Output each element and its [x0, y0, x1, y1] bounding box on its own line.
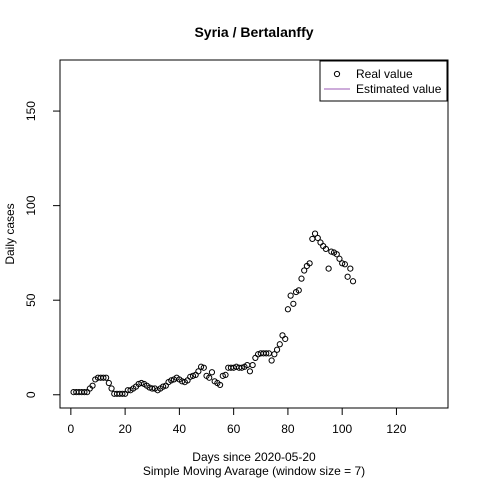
data-point	[105, 379, 112, 387]
data-point	[341, 261, 348, 268]
data-point	[333, 251, 340, 258]
data-point	[119, 390, 126, 397]
data-point	[282, 335, 289, 343]
data-point	[89, 382, 96, 389]
y-tick-label: 0	[24, 391, 38, 398]
data-point	[219, 372, 226, 379]
data-point	[249, 361, 256, 369]
y-axis-label: Daily cases	[3, 203, 17, 264]
legend: Real value Estimated value	[319, 60, 448, 102]
data-point	[168, 377, 175, 384]
data-point	[189, 372, 197, 379]
x-axis: 0 20 40 60 80 100 120	[68, 407, 407, 436]
data-point	[124, 387, 131, 394]
data-point	[208, 369, 216, 376]
data-point	[309, 235, 316, 243]
data-point	[347, 265, 354, 272]
data-point	[339, 260, 346, 267]
data-point	[238, 364, 245, 371]
data-point	[149, 385, 156, 392]
data-point	[349, 278, 357, 285]
data-point	[100, 374, 107, 381]
legend-box	[319, 60, 448, 102]
x-axis-sublabel: Simple Moving Avarage (window size = 7)	[143, 464, 365, 478]
data-point	[306, 260, 313, 267]
data-point	[284, 306, 292, 313]
data-point	[103, 374, 110, 381]
data-point	[252, 354, 259, 361]
data-point	[317, 239, 324, 246]
data-point	[263, 350, 270, 357]
data-point	[195, 368, 202, 375]
x-tick-label: 0	[68, 422, 75, 436]
y-axis: 0 50 100 150	[24, 101, 61, 398]
data-point	[322, 245, 330, 253]
data-point	[276, 341, 283, 348]
legend-label-real: Real value	[356, 67, 413, 81]
legend-label-estimated: Estimated value	[356, 82, 442, 96]
data-point	[344, 273, 351, 280]
data-point	[295, 287, 302, 294]
data-point	[287, 292, 294, 299]
data-point	[108, 385, 115, 392]
data-point	[336, 255, 343, 262]
y-tick-label: 50	[24, 293, 38, 307]
chart-title: Syria / Bertalanffy	[194, 24, 313, 40]
x-tick-label: 20	[118, 422, 132, 436]
data-point	[246, 368, 254, 375]
data-point	[197, 363, 205, 370]
data-point	[268, 357, 275, 364]
data-point	[279, 332, 286, 339]
data-point	[216, 381, 224, 389]
legend-marker-real	[333, 70, 341, 78]
data-point	[271, 351, 278, 358]
data-point	[222, 371, 229, 379]
data-point	[301, 267, 308, 274]
x-tick-label: 40	[173, 422, 187, 436]
x-tick-label: 120	[386, 422, 406, 436]
data-point	[298, 275, 305, 282]
x-axis-label: Days since 2020-05-20	[192, 450, 316, 464]
x-tick-label: 100	[332, 422, 352, 436]
data-point	[187, 373, 194, 380]
y-tick-label: 150	[24, 101, 38, 121]
real-value-series	[70, 230, 357, 397]
data-point	[328, 248, 335, 255]
data-point	[206, 374, 213, 381]
x-tick-label: 60	[227, 422, 241, 436]
data-point	[273, 346, 281, 353]
data-point	[138, 379, 145, 387]
data-point	[290, 300, 297, 307]
data-point	[311, 230, 319, 237]
data-point	[81, 389, 88, 396]
data-point	[200, 364, 207, 371]
data-point	[314, 234, 321, 242]
x-tick-label: 80	[281, 422, 295, 436]
data-point	[325, 265, 332, 272]
y-tick-label: 100	[24, 195, 38, 215]
data-point	[160, 383, 167, 390]
